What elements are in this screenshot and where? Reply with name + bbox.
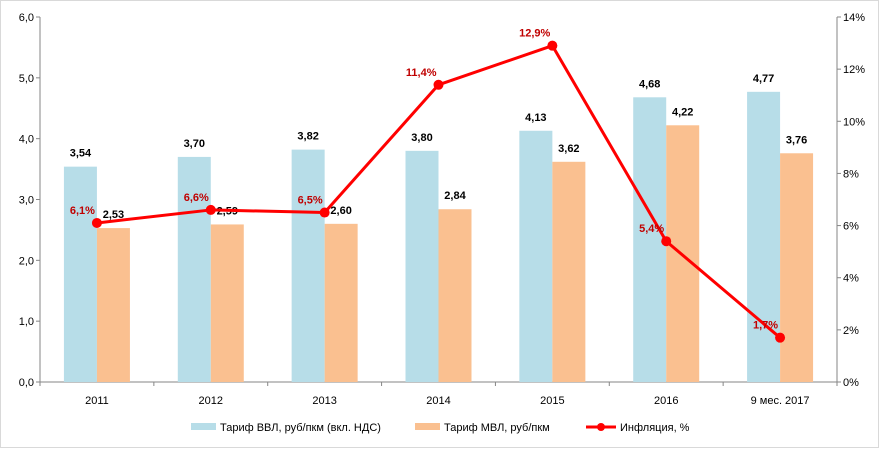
inflation-value-label: 12,9% [519, 28, 550, 40]
bar-vvl-value-label: 4,68 [639, 78, 660, 90]
legend-label-vvl: Тариф ВВЛ, руб/пкм (вкл. НДС) [220, 422, 381, 434]
x-tick-label: 2015 [540, 395, 564, 407]
y2-tick-label: 6% [843, 221, 859, 233]
legend: Тариф ВВЛ, руб/пкм (вкл. НДС) Тариф МВЛ, … [191, 422, 690, 434]
inflation-point [433, 79, 444, 90]
y2-tick-label: 14% [843, 12, 865, 24]
inflation-point [205, 204, 216, 215]
bar-mvl [210, 224, 244, 382]
inflation-value-label: 1,7% [753, 320, 778, 332]
bar-mvl-value-label: 2,60 [330, 205, 351, 217]
bars [63, 91, 814, 383]
bar-mvl-value-label: 4,22 [672, 106, 693, 118]
inflation-value-label: 6,5% [298, 195, 323, 207]
inflation-value-label: 5,4% [639, 223, 664, 235]
bar-mvl [324, 223, 358, 382]
y-tick-label: 6,0 [19, 12, 34, 24]
y2-tick-label: 0% [843, 377, 859, 389]
y-tick-label: 0,0 [19, 377, 34, 389]
bar-vvl [177, 156, 211, 382]
y2-tick-label: 10% [843, 116, 865, 128]
inflation-point [775, 332, 786, 343]
inflation-point [91, 217, 102, 228]
bar-labels: 3,542,533,702,593,822,603,802,844,133,62… [70, 73, 808, 221]
bar-vvl-value-label: 4,77 [753, 73, 774, 85]
inflation-point [319, 207, 330, 218]
bar-mvl-value-label: 3,76 [786, 134, 807, 146]
y2-tick-label: 2% [843, 325, 859, 337]
bar-mvl [780, 153, 814, 382]
inflation-point [547, 40, 558, 51]
bar-mvl-value-label: 2,53 [103, 209, 124, 221]
bar-mvl [438, 209, 472, 382]
bar-vvl-value-label: 3,80 [411, 132, 432, 144]
inflation-value-label: 6,1% [70, 205, 95, 217]
legend-swatch-mvl [415, 423, 440, 430]
bar-vvl [405, 150, 439, 382]
x-tick-label: 2012 [199, 395, 223, 407]
inflation-value-label: 11,4% [406, 67, 437, 79]
bar-mvl-value-label: 2,84 [444, 190, 466, 202]
axes: 0,0 1,0 2,0 3,0 4,0 5,0 6,0 0% 2% 4% 6% 8% 10% 12% 14%… [19, 12, 866, 407]
y-tick-label: 4,0 [19, 134, 34, 146]
bar-vvl-value-label: 3,54 [70, 148, 92, 160]
bar-mvl-value-label: 3,62 [558, 143, 579, 155]
bar-mvl [96, 228, 130, 382]
x-tick-label: 2016 [654, 395, 678, 407]
bar-vvl [291, 149, 325, 382]
legend-label-mvl: Тариф МВЛ, руб/пкм [444, 422, 550, 434]
x-tick-label: 9 мес. 2017 [751, 395, 810, 407]
y2-tick-label: 4% [843, 273, 859, 285]
x-tick-label: 2014 [426, 395, 450, 407]
x-tick-label: 2013 [312, 395, 336, 407]
inflation-value-label: 6,6% [184, 192, 209, 204]
y-tick-label: 5,0 [19, 73, 34, 85]
y-tick-label: 1,0 [19, 316, 34, 328]
legend-label-inflation: Инфляция, % [620, 422, 690, 434]
bar-vvl-value-label: 3,70 [184, 138, 205, 150]
inflation-line-group: 6,1% 6,6% 6,5% 11,4% 12,9% 5,4% 1,7% [70, 28, 786, 343]
bar-vvl [63, 166, 97, 382]
bar-vvl [747, 91, 781, 382]
y2-tick-label: 12% [843, 64, 865, 76]
bar-vvl [519, 130, 553, 382]
bar-vvl-value-label: 4,13 [525, 112, 546, 124]
bar-vvl [633, 97, 667, 383]
inflation-point [661, 236, 672, 247]
legend-swatch-vvl [191, 423, 216, 430]
x-tick-label: 2011 [85, 395, 109, 407]
y-tick-label: 2,0 [19, 255, 34, 267]
bar-vvl-value-label: 3,82 [297, 131, 318, 143]
legend-marker-inflation [597, 423, 605, 431]
y2-tick-label: 8% [843, 168, 859, 180]
bar-mvl [552, 161, 586, 382]
y-tick-label: 3,0 [19, 195, 34, 207]
